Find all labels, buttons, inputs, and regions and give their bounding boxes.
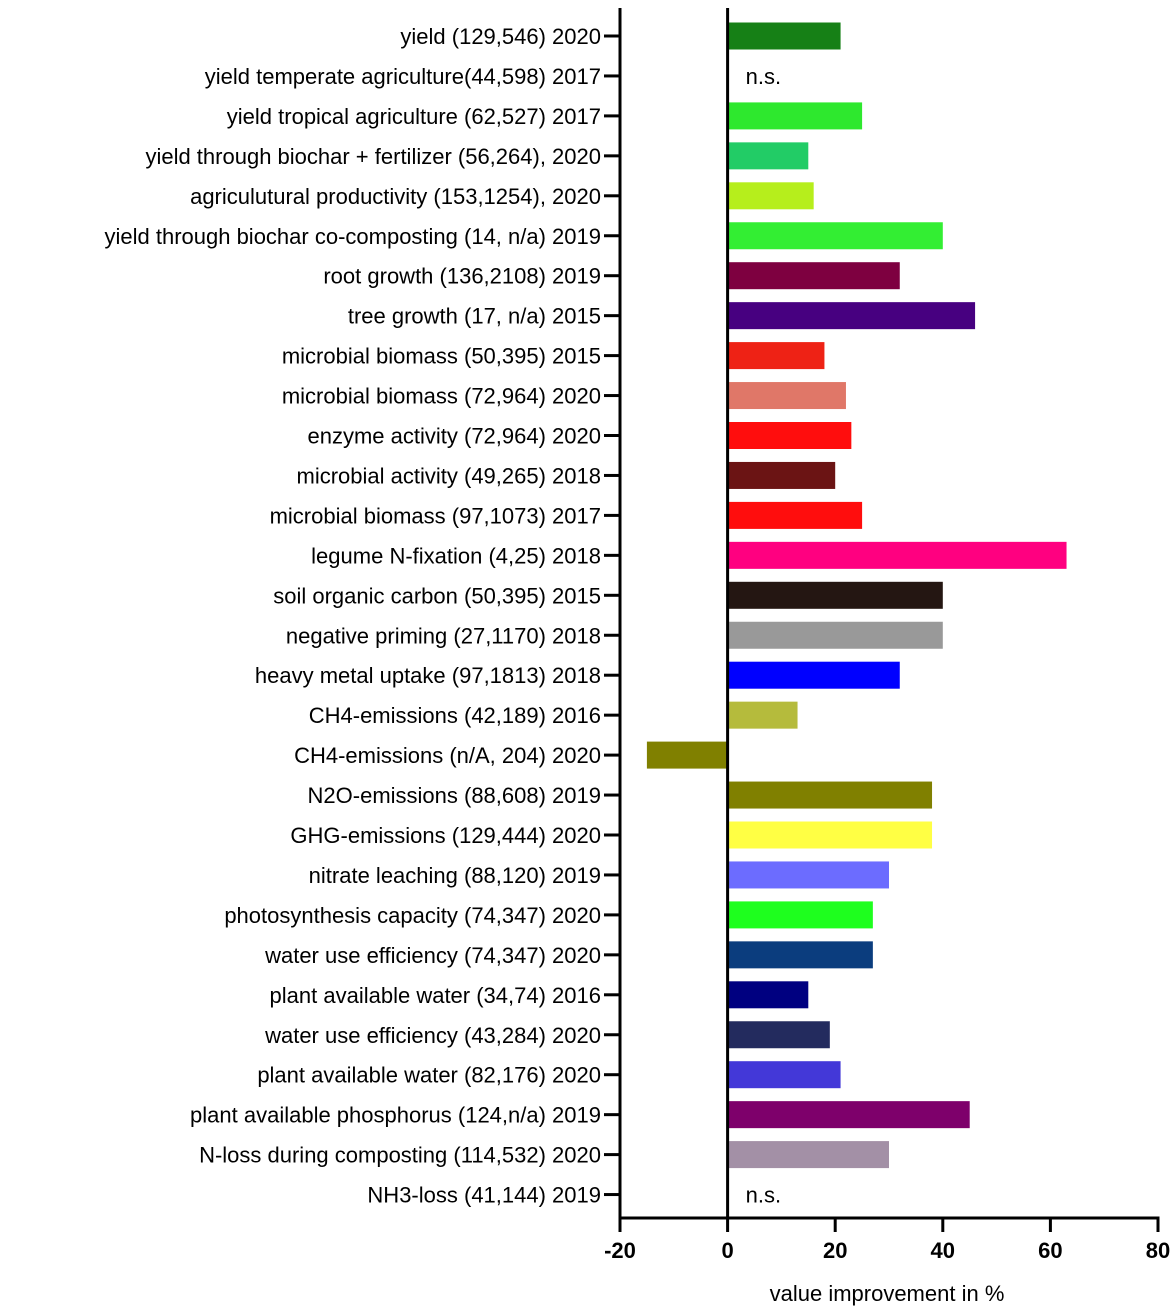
- bar: [727, 22, 841, 50]
- bar: [727, 222, 943, 250]
- category-labels-layer: yield (129,546) 2020 yield temperate agri…: [104, 24, 601, 1208]
- bar: [727, 1061, 841, 1089]
- category-label: CH4-emissions (42,189) 2016: [309, 703, 601, 728]
- bar: [727, 422, 852, 449]
- category-label: microbial biomass (97,1073) 2017: [270, 503, 601, 528]
- category-label: microbial biomass (72,964) 2020: [282, 384, 601, 409]
- bar: [727, 262, 900, 290]
- category-label: enzyme activity (72,964) 2020: [308, 424, 602, 449]
- category-label: soil organic carbon (50,395) 2015: [273, 583, 601, 608]
- category-label: GHG-emissions (129,444) 2020: [290, 823, 601, 848]
- category-label: water use efficiency (74,347) 2020: [264, 943, 601, 968]
- category-label: yield through biochar + fertilizer (56,2…: [145, 144, 601, 169]
- bar: [727, 701, 798, 729]
- bar: [727, 901, 873, 929]
- category-label: microbial biomass (50,395) 2015: [282, 344, 601, 369]
- bar: [727, 581, 943, 609]
- bar: [727, 1141, 889, 1169]
- bar: [727, 382, 846, 410]
- annotation-label: n.s.: [746, 64, 781, 89]
- bar: [727, 981, 809, 1009]
- bar: [727, 102, 863, 130]
- category-label: yield temperate agriculture(44,598) 2017: [205, 64, 601, 89]
- bar: [727, 781, 933, 809]
- bar: [727, 821, 933, 849]
- x-tick-label: 20: [823, 1238, 847, 1263]
- axes-layer: -20 0 20 40 60 80: [604, 8, 1170, 1263]
- category-label: negative priming (27,1170) 2018: [286, 623, 601, 648]
- bar: [727, 541, 1067, 569]
- category-label: yield tropical agriculture (62,527) 2017: [227, 104, 601, 129]
- category-label: nitrate leaching (88,120) 2019: [309, 863, 601, 888]
- x-tick-label: 0: [721, 1238, 733, 1263]
- x-tick-label: 80: [1146, 1238, 1170, 1263]
- bar: [727, 461, 836, 489]
- category-label: legume N-fixation (4,25) 2018: [311, 543, 601, 568]
- category-label: N-loss during composting (114,532) 2020: [199, 1143, 601, 1168]
- bar: [727, 1101, 970, 1129]
- bar: [727, 941, 873, 969]
- bar: [727, 142, 809, 170]
- category-label: yield (129,546) 2020: [400, 24, 601, 49]
- category-label: plant available water (34,74) 2016: [270, 983, 601, 1008]
- bar: [727, 621, 943, 649]
- x-tick-label: -20: [604, 1238, 636, 1263]
- annotations-layer: n.s. n.s.: [746, 64, 781, 1208]
- bar: [727, 342, 825, 370]
- category-label: photosynthesis capacity (74,347) 2020: [224, 903, 601, 928]
- x-tick-label: 60: [1038, 1238, 1062, 1263]
- bar: [727, 302, 976, 330]
- category-label: water use efficiency (43,284) 2020: [264, 1023, 601, 1048]
- bars-layer: [646, 22, 1067, 1169]
- category-label: microbial activity (49,265) 2018: [297, 463, 601, 488]
- bar: [646, 741, 728, 769]
- category-label: heavy metal uptake (97,1813) 2018: [255, 663, 601, 688]
- bar: [727, 182, 814, 210]
- category-label: plant available phosphorus (124,n/a) 201…: [190, 1103, 601, 1128]
- annotation-label: n.s.: [746, 1183, 781, 1208]
- bar: [727, 1021, 830, 1049]
- x-tick-label: 40: [931, 1238, 955, 1263]
- category-label: yield through biochar co-composting (14,…: [104, 224, 601, 249]
- category-label: tree growth (17, n/a) 2015: [348, 304, 601, 329]
- category-label: N2O-emissions (88,608) 2019: [308, 783, 601, 808]
- bar: [727, 501, 863, 529]
- x-axis-title: value improvement in %: [770, 1281, 1005, 1306]
- bar: [727, 661, 900, 689]
- category-label: root growth (136,2108) 2019: [323, 264, 601, 289]
- category-label: NH3-loss (41,144) 2019: [367, 1183, 601, 1208]
- category-label: plant available water (82,176) 2020: [257, 1063, 601, 1088]
- category-label: agriculutural productivity (153,1254), 2…: [190, 184, 601, 209]
- bar: [727, 861, 889, 889]
- category-label: CH4-emissions (n/A, 204) 2020: [294, 743, 601, 768]
